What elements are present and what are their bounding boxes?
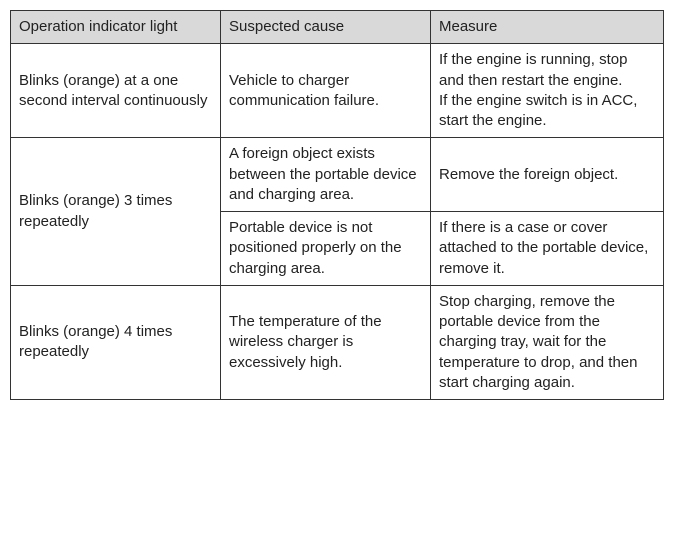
cell-measure: If there is a case or cover attached to … bbox=[431, 212, 664, 286]
cell-cause: Vehicle to charger communication failure… bbox=[221, 44, 431, 138]
cell-measure: Remove the foreign object. bbox=[431, 138, 664, 212]
cell-measure: If the engine is running, stop and then … bbox=[431, 44, 664, 138]
table-row: Blinks (orange) 4 times repeatedly The t… bbox=[11, 285, 664, 399]
header-measure: Measure bbox=[431, 11, 664, 44]
header-indicator: Operation indicator light bbox=[11, 11, 221, 44]
troubleshooting-table: Operation indicator light Suspected caus… bbox=[10, 10, 664, 400]
header-cause: Suspected cause bbox=[221, 11, 431, 44]
table-row: Blinks (orange) at a one second interval… bbox=[11, 44, 664, 138]
cell-indicator: Blinks (orange) 3 times repeatedly bbox=[11, 138, 221, 286]
cell-cause: Portable device is not positioned proper… bbox=[221, 212, 431, 286]
cell-cause: The temperature of the wireless charger … bbox=[221, 285, 431, 399]
cell-indicator: Blinks (orange) 4 times repeatedly bbox=[11, 285, 221, 399]
cell-measure: Stop charging, remove the portable devic… bbox=[431, 285, 664, 399]
table-header-row: Operation indicator light Suspected caus… bbox=[11, 11, 664, 44]
table-row: Blinks (orange) 3 times repeatedly A for… bbox=[11, 138, 664, 212]
cell-indicator: Blinks (orange) at a one second interval… bbox=[11, 44, 221, 138]
cell-cause: A foreign object exists between the port… bbox=[221, 138, 431, 212]
